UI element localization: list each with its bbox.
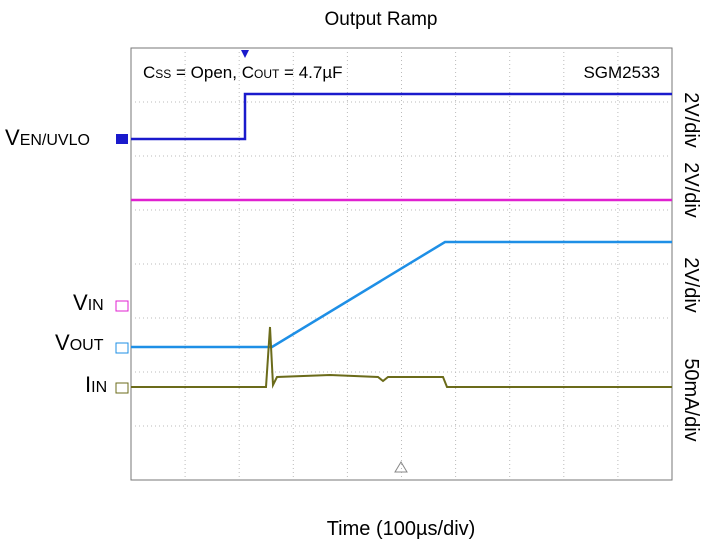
annotation: CSS = Open, COUT = 4.7µF bbox=[143, 63, 343, 82]
trace-iin bbox=[131, 326, 672, 389]
trigger-position bbox=[394, 461, 408, 473]
trace-en bbox=[131, 92, 672, 141]
annotation-part: = 4.7µF bbox=[279, 63, 342, 82]
channel-scale: 2V/div bbox=[680, 162, 702, 218]
name-main: V bbox=[73, 290, 88, 315]
grid bbox=[131, 48, 672, 480]
name-main: V bbox=[55, 330, 70, 355]
annotation-part: = Open, C bbox=[171, 63, 254, 82]
annotation-part: SS bbox=[155, 67, 171, 81]
channel-name: VIN bbox=[73, 290, 104, 315]
name-sub: IN bbox=[88, 297, 104, 314]
annotation-part: C bbox=[143, 63, 155, 82]
channel-name: VOUT bbox=[55, 330, 104, 355]
channel-name: IIN bbox=[85, 372, 107, 397]
channel-scale: 2V/div bbox=[680, 257, 702, 313]
x-axis-label: Time (100µs/div) bbox=[327, 518, 476, 540]
channel-scale: 2V/div bbox=[680, 92, 702, 148]
ch4-marker bbox=[115, 382, 129, 394]
annotation-part: OUT bbox=[254, 67, 280, 81]
ch3-marker bbox=[115, 342, 129, 354]
name-sub: EN/UVLO bbox=[20, 132, 90, 149]
ch1-marker bbox=[116, 134, 128, 144]
channel-scale: 50mA/div bbox=[680, 358, 702, 441]
name-main: I bbox=[85, 372, 91, 397]
name-main: V bbox=[5, 125, 20, 150]
trace-vout bbox=[131, 240, 672, 349]
title: Output Ramp bbox=[325, 9, 438, 30]
ch2-marker bbox=[115, 300, 129, 312]
channel-name: VEN/UVLO bbox=[5, 125, 90, 150]
name-sub: OUT bbox=[70, 337, 104, 354]
trigger-marker bbox=[241, 50, 249, 58]
name-sub: IN bbox=[91, 379, 107, 396]
device-label: SGM2533 bbox=[583, 63, 660, 82]
